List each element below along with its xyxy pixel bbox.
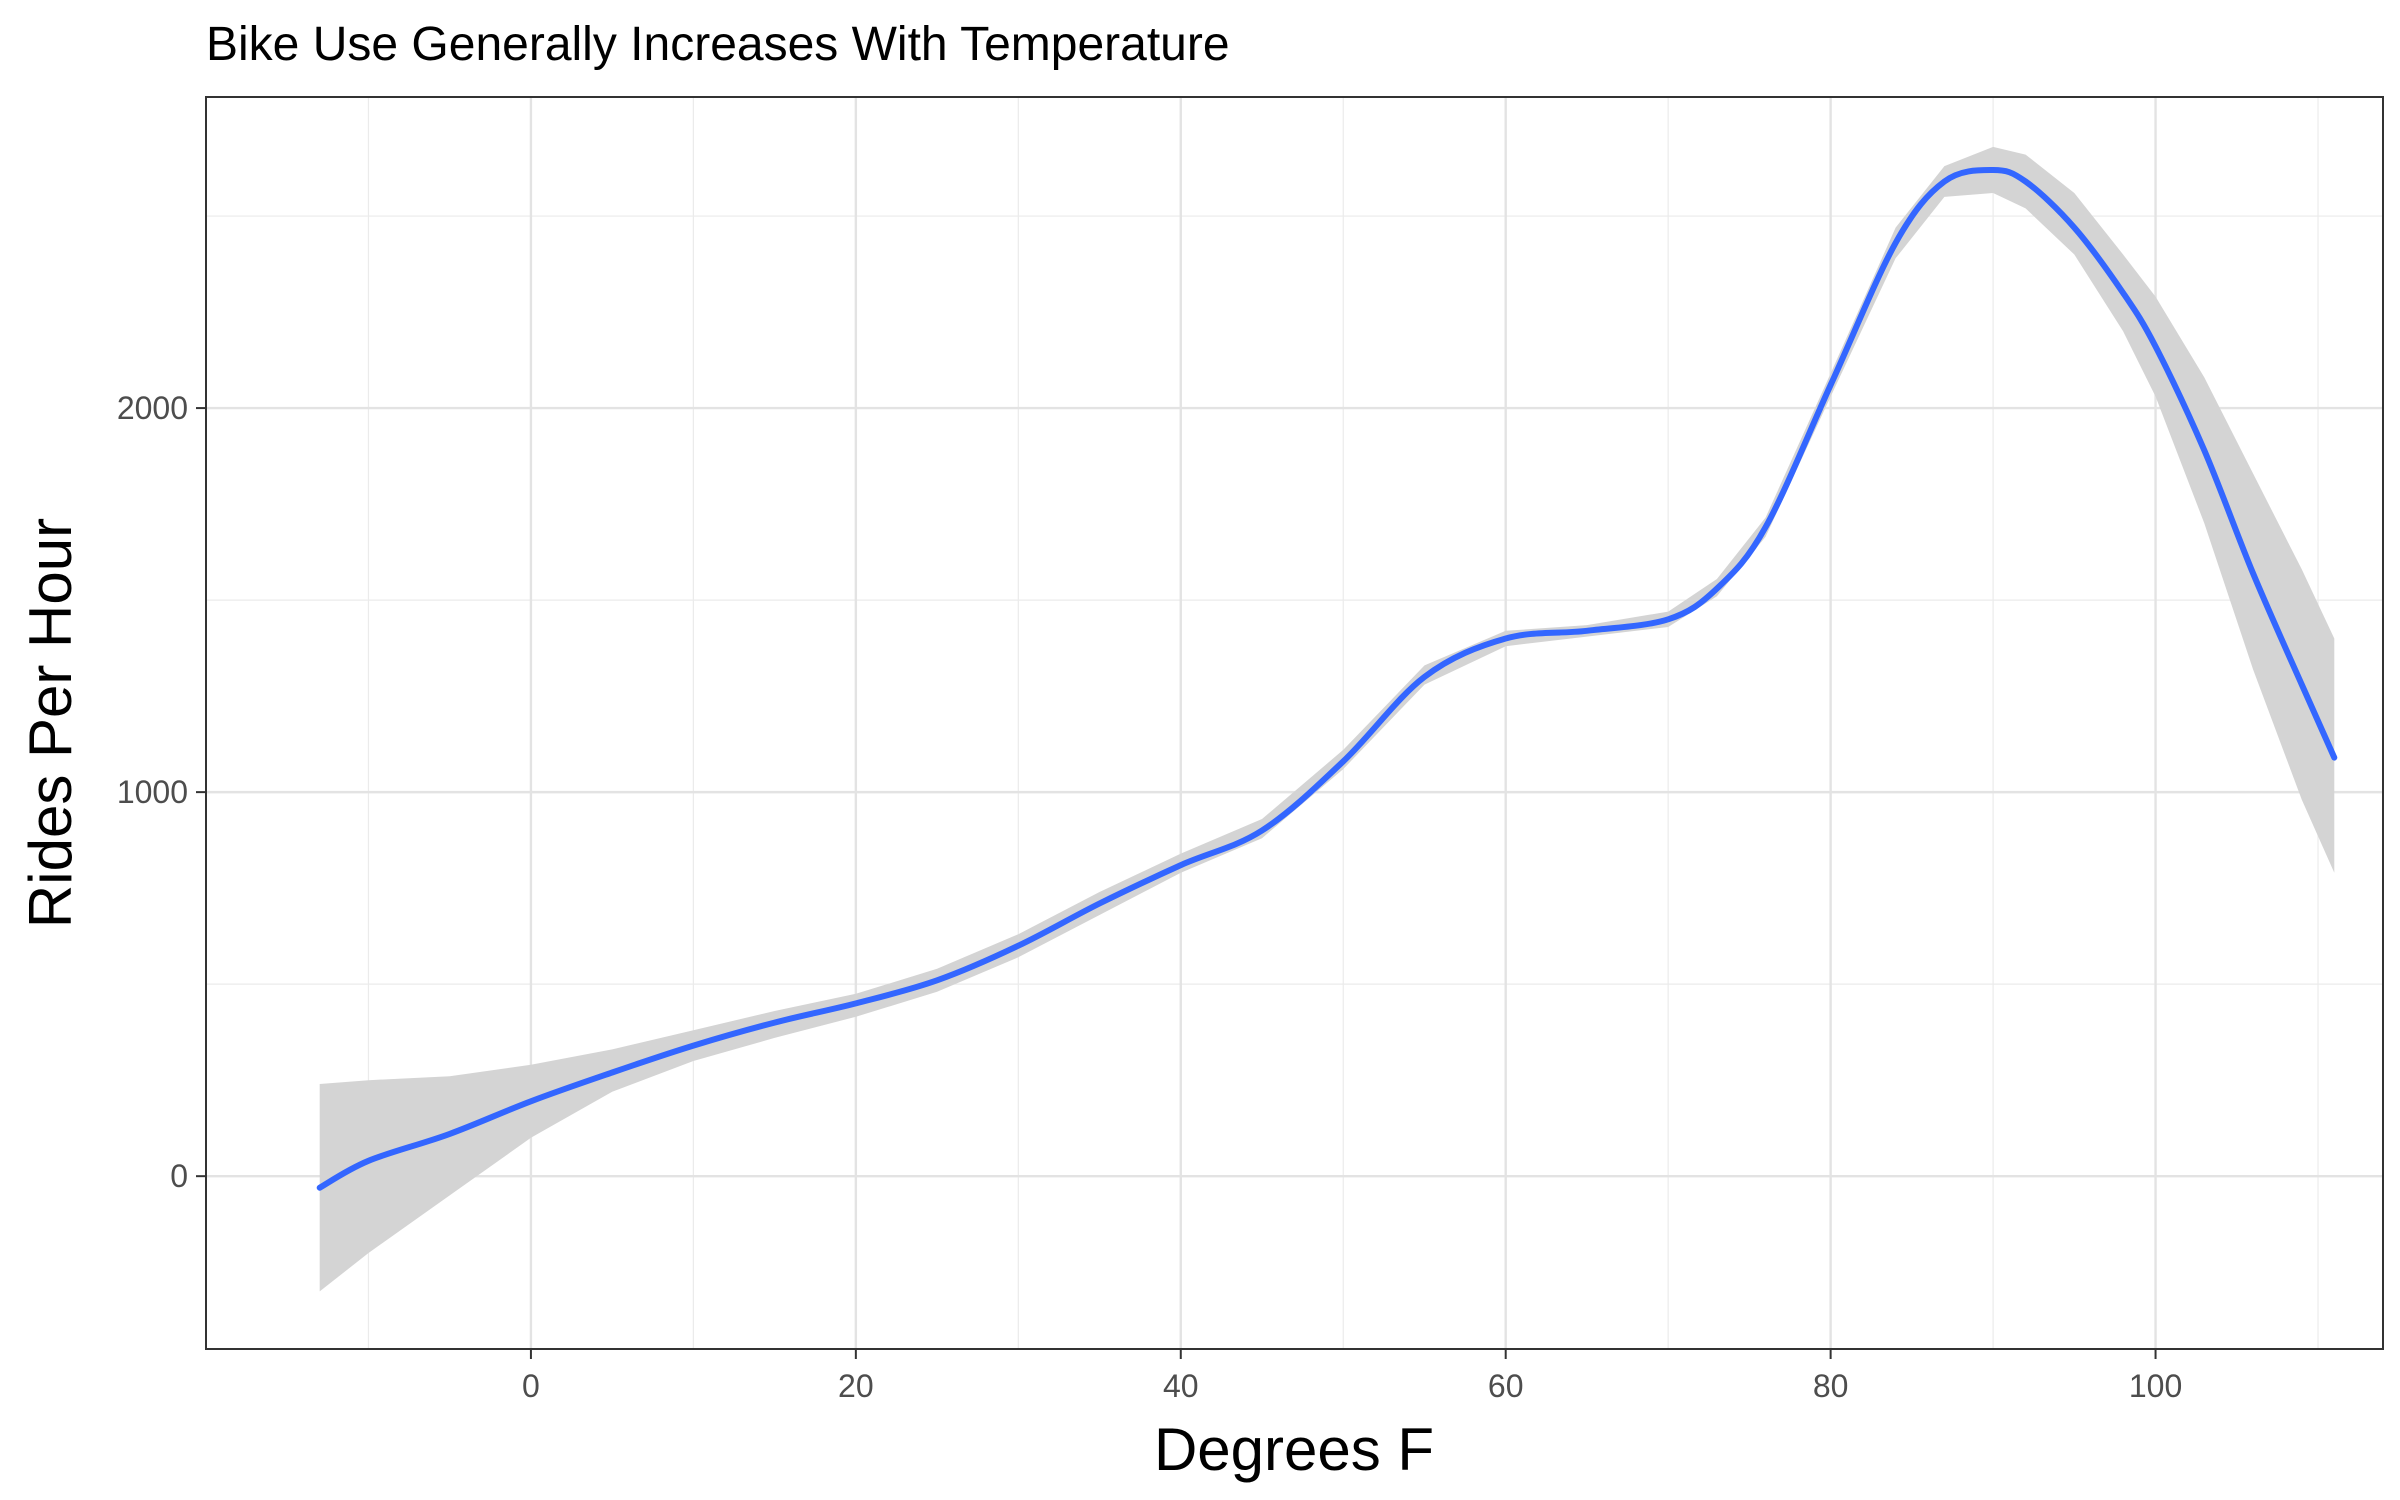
- y-axis-title: Rides Per Hour: [17, 518, 84, 928]
- x-axis-title: Degrees F: [1154, 1416, 1434, 1483]
- x-tick-label: 80: [1813, 1368, 1849, 1404]
- confidence-band: [319, 146, 2335, 1292]
- y-tick-label: 1000: [117, 774, 188, 810]
- x-tick-label: 20: [838, 1368, 874, 1404]
- y-tick-label: 2000: [117, 390, 188, 426]
- y-tick-label: 0: [170, 1158, 188, 1194]
- chart-title: Bike Use Generally Increases With Temper…: [206, 18, 1230, 71]
- x-tick-label: 60: [1488, 1368, 1524, 1404]
- major-gridlines: [206, 97, 2383, 1349]
- x-tick-label: 40: [1163, 1368, 1199, 1404]
- smooth-line-layer: [316, 166, 2338, 1191]
- panel-border: [205, 96, 2384, 1350]
- minor-gridlines: [206, 97, 2383, 1349]
- confidence-band-layer: [319, 146, 2335, 1292]
- x-tick-label: 0: [522, 1368, 540, 1404]
- x-tick-label: 100: [2129, 1368, 2182, 1404]
- y-axis: 0 1000 2000: [117, 390, 206, 1194]
- x-axis: 0 20 40 60 80 100: [522, 1349, 2182, 1404]
- smooth-line: [316, 166, 2338, 1191]
